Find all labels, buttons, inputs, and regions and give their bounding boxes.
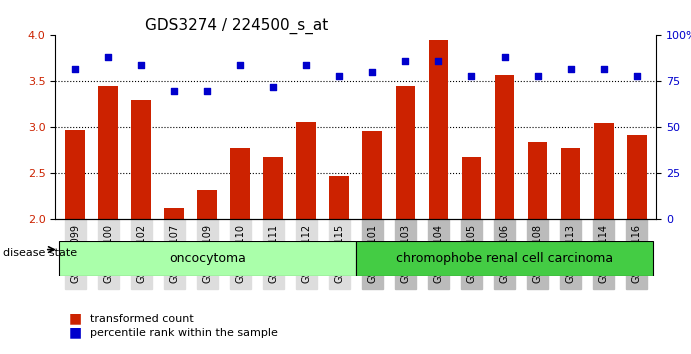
Text: chromophobe renal cell carcinoma: chromophobe renal cell carcinoma: [396, 252, 613, 265]
Bar: [428, 40, 448, 219]
FancyBboxPatch shape: [356, 241, 653, 276]
Point: [235, 62, 246, 68]
Bar: [263, 157, 283, 219]
Bar: [98, 86, 118, 219]
Point: [202, 88, 213, 93]
Point: [433, 58, 444, 64]
Text: percentile rank within the sample: percentile rank within the sample: [90, 328, 278, 338]
Point: [400, 58, 411, 64]
Point: [102, 55, 113, 60]
Text: disease state: disease state: [3, 248, 77, 258]
Bar: [296, 122, 316, 219]
Bar: [627, 135, 647, 219]
Bar: [164, 209, 184, 219]
Bar: [363, 131, 382, 219]
Text: ■: ■: [69, 312, 82, 326]
Point: [631, 73, 642, 79]
Text: GDS3274 / 224500_s_at: GDS3274 / 224500_s_at: [145, 18, 329, 34]
Text: oncocytoma: oncocytoma: [169, 252, 246, 265]
Bar: [330, 176, 349, 219]
Bar: [65, 130, 85, 219]
Point: [135, 62, 146, 68]
Point: [70, 66, 81, 72]
Bar: [131, 100, 151, 219]
Bar: [495, 75, 514, 219]
Point: [367, 69, 378, 75]
Point: [499, 55, 510, 60]
Point: [466, 73, 477, 79]
Bar: [230, 148, 250, 219]
Bar: [528, 142, 547, 219]
Bar: [395, 86, 415, 219]
Point: [334, 73, 345, 79]
Point: [532, 73, 543, 79]
Text: ■: ■: [69, 326, 82, 340]
Point: [301, 62, 312, 68]
Text: transformed count: transformed count: [90, 314, 193, 324]
FancyBboxPatch shape: [59, 241, 356, 276]
Bar: [594, 123, 614, 219]
Point: [267, 84, 278, 90]
Bar: [560, 148, 580, 219]
Bar: [198, 190, 217, 219]
Point: [169, 88, 180, 93]
Point: [598, 66, 609, 72]
Point: [565, 66, 576, 72]
Bar: [462, 157, 482, 219]
